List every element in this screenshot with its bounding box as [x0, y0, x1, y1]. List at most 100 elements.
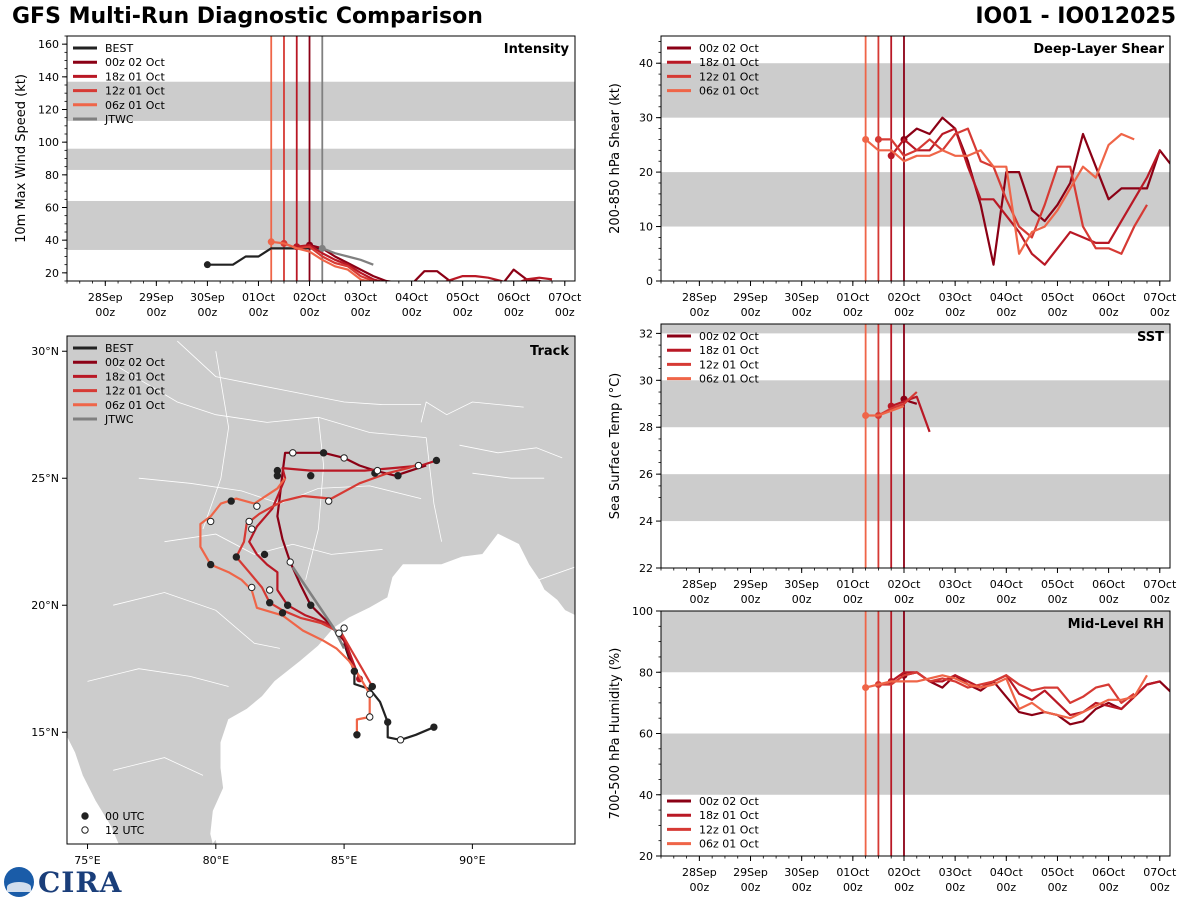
state-border: [425, 437, 442, 542]
x-tick-label: 85°E: [331, 854, 357, 867]
x-tick-label-date: 04Oct: [990, 291, 1024, 304]
x-tick-label-time: 00z: [351, 306, 371, 319]
x-tick-label-time: 00z: [894, 593, 914, 606]
y-tick-label: 80: [45, 169, 59, 182]
x-tick-label-time: 00z: [843, 593, 863, 606]
cira-logo: CIRA: [4, 866, 122, 899]
x-tick-label-time: 00z: [996, 306, 1016, 319]
marker-00utc: [232, 553, 241, 561]
map-area: [67, 336, 575, 844]
legend-label: 18z 01 Oct: [105, 70, 165, 83]
x-tick-label-date: 06Oct: [1092, 866, 1126, 879]
series-line: [296, 244, 553, 281]
x-tick-label-time: 00z: [1099, 881, 1119, 894]
x-tick-label-time: 00z: [1099, 306, 1119, 319]
x-tick-label-date: 03Oct: [344, 291, 378, 304]
x-tick-label-time: 00z: [1048, 593, 1068, 606]
axes-frame: [660, 35, 1171, 282]
x-tick-label-time: 00z: [453, 306, 473, 319]
y-axis-label: Sea Surface Temp (°C): [608, 373, 623, 520]
legend-label: 18z 01 Oct: [699, 344, 759, 357]
marker-12utc: [245, 517, 253, 526]
x-tick-label: 90°E: [459, 854, 485, 867]
x-tick-label-time: 00z: [1099, 593, 1119, 606]
panel-rh: 20 40 60 80 100 28Sep 00z 29Sep 00z 30Sep 00z 01Oct…: [608, 605, 1177, 894]
x-tick-label-date: 30Sep: [784, 866, 819, 879]
panel-title: Intensity: [504, 42, 570, 57]
noaa-emblem-icon: [4, 867, 34, 897]
legend-label: BEST: [105, 42, 133, 55]
x-tick-label-date: 06Oct: [1092, 291, 1126, 304]
x-tick-label-date: 06Oct: [497, 291, 531, 304]
series-line: [903, 116, 1170, 266]
legend-label: 06z 01 Oct: [699, 838, 759, 851]
x-tick-label-date: 05Oct: [1041, 578, 1075, 591]
marker-00utc: [260, 550, 269, 559]
x-tick-label-date: 29Sep: [733, 291, 768, 304]
x-tick-label-time: 00z: [945, 593, 965, 606]
x-tick-label-date: 01Oct: [836, 578, 870, 591]
x-tick-label-time: 00z: [689, 306, 709, 319]
series-line: [890, 671, 1161, 717]
y-tick-label: 40: [45, 234, 59, 247]
marker-00utc: [227, 497, 235, 505]
threshold-band: [661, 63, 1170, 118]
state-border: [112, 363, 427, 438]
legend-label: 06z 01 Oct: [699, 85, 759, 98]
x-tick-label-time: 00z: [741, 881, 761, 894]
x-tick-label-time: 00z: [996, 593, 1016, 606]
x-tick-label-time: 00z: [689, 593, 709, 606]
x-tick-label-date: 02Oct: [293, 291, 327, 304]
state-border: [420, 401, 524, 423]
x-tick-label-time: 00z: [741, 593, 761, 606]
land-mass: [211, 837, 218, 844]
series-line: [283, 242, 378, 281]
x-tick-label-time: 00z: [689, 881, 709, 894]
marker-00utc: [206, 560, 215, 569]
land-mass: [67, 336, 575, 844]
plot-area: [661, 611, 1170, 856]
panel-shear: 0 10 20 30 40 28Sep 00z 29Sep 00z 30Sep 00z 01Oct 00…: [608, 35, 1177, 319]
y-tick-label: 26: [639, 468, 653, 481]
panel-title: Track: [530, 344, 569, 359]
x-tick-label-time: 00z: [945, 881, 965, 894]
y-tick-label: 30: [639, 112, 653, 125]
legend-label: JTWC: [104, 113, 134, 126]
x-tick-label-date: 05Oct: [1041, 866, 1075, 879]
series-line: [321, 247, 374, 266]
marker-12utc: [286, 558, 294, 566]
x-tick-label-date: 05Oct: [446, 291, 480, 304]
marker-00utc: [283, 601, 292, 609]
x-tick-label-time: 00z: [843, 306, 863, 319]
x-tick-label-time: 00z: [792, 881, 812, 894]
y-tick-label: 30°N: [31, 345, 59, 358]
marker-12utc: [289, 449, 297, 457]
legend-label: 12z 01 Oct: [699, 70, 759, 83]
panel-track: 75°E 80°E 85°E 90°E 15°N 20°N 25°N 30°N Track BES…: [31, 335, 576, 867]
marker-00utc: [430, 723, 438, 731]
x-tick-label-time: 00z: [402, 306, 422, 319]
state-border: [202, 351, 230, 530]
legend-label: 12z 01 Oct: [105, 85, 165, 98]
series-start-point: [318, 244, 326, 252]
threshold-band: [67, 81, 575, 121]
x-tick-label-date: 02Oct: [887, 291, 921, 304]
marker-12utc: [396, 736, 405, 744]
x-tick-label-date: 28Sep: [88, 291, 123, 304]
track-line: [248, 459, 437, 680]
panel-title: Deep-Layer Shear: [1033, 42, 1164, 57]
x-tick-label-time: 00z: [95, 306, 115, 319]
x-tick-label-date: 28Sep: [682, 578, 717, 591]
y-tick-label: 15°N: [31, 726, 59, 739]
marker-legend-symbol: [81, 812, 89, 820]
y-tick-label: 20: [45, 267, 59, 280]
marker-12utc: [248, 583, 256, 592]
x-tick-label-time: 00z: [894, 881, 914, 894]
y-tick-label: 25°N: [31, 472, 59, 485]
legend-label: 06z 01 Oct: [699, 373, 759, 386]
marker-12utc: [265, 586, 274, 594]
